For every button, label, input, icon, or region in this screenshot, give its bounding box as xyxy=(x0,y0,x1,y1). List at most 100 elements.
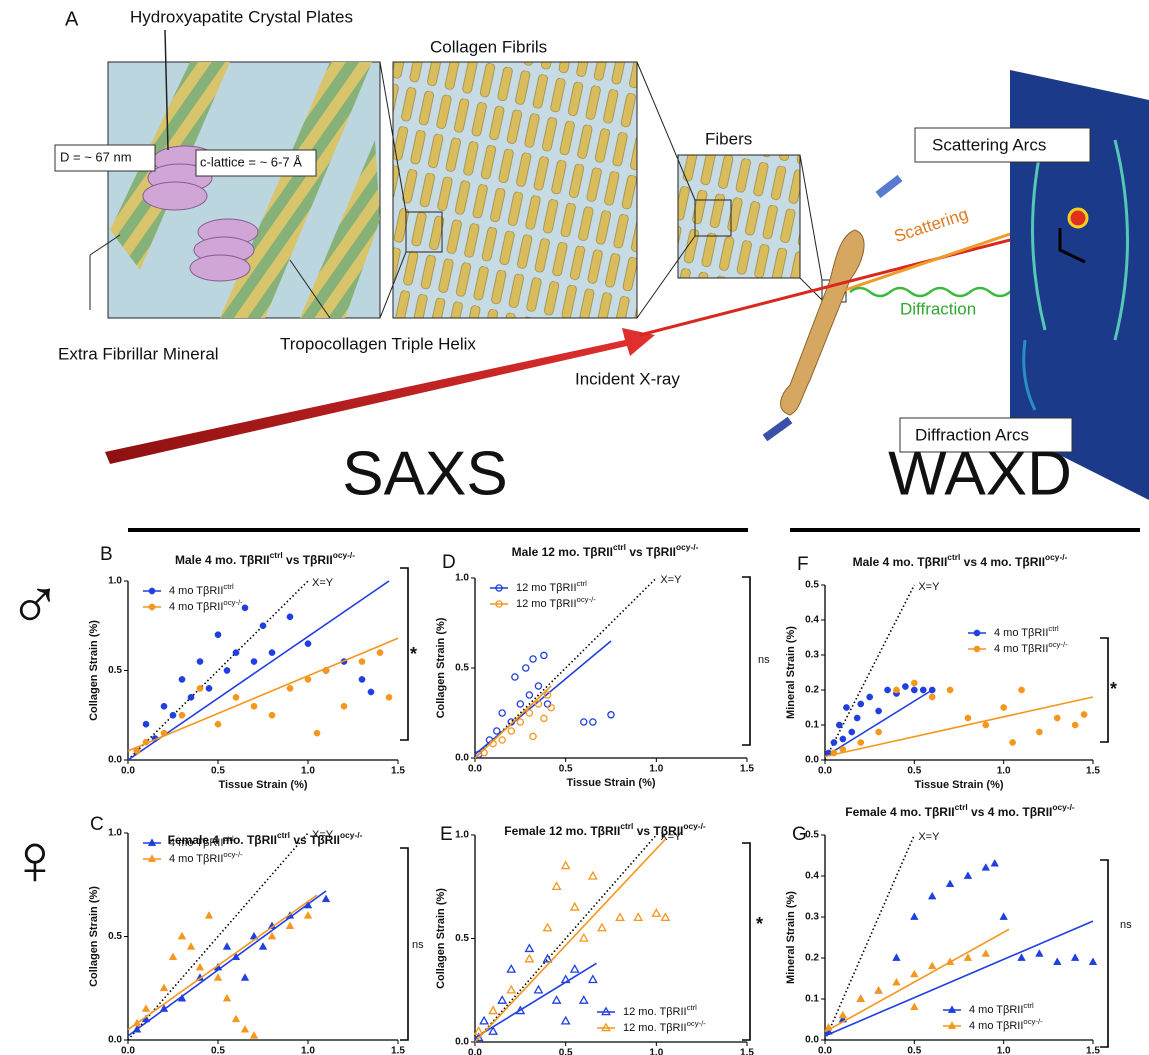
superscript: ocy-/- xyxy=(676,542,699,552)
superscript: ocy-/- xyxy=(333,550,356,560)
x-tick-label: 1.0 xyxy=(997,1046,1011,1055)
x-tick-label: 0.5 xyxy=(907,766,921,777)
section-title: SAXS xyxy=(342,439,507,508)
point xyxy=(1018,687,1024,693)
point xyxy=(499,737,505,743)
x-tick-label: 0.0 xyxy=(468,1048,482,1055)
point xyxy=(241,974,249,981)
text-part: 4 mo TβRII xyxy=(969,1004,1023,1016)
legend-label: 4 mo TβRIIocy-/- xyxy=(169,850,243,865)
point xyxy=(928,962,936,969)
bracket xyxy=(742,843,750,1040)
y-axis-label: Collagen Strain (%) xyxy=(435,617,447,718)
x-tick-label: 1.5 xyxy=(1086,766,1100,777)
point xyxy=(535,683,541,689)
point xyxy=(179,712,185,718)
panel-label: B xyxy=(100,544,113,565)
text-part: 4 mo TβRII xyxy=(994,643,1048,655)
point xyxy=(965,715,971,721)
label: D = ~ 67 nm xyxy=(60,149,132,164)
chart-title: Male 12 mo. TβRIIctrl vs TβRIIocy-/- xyxy=(512,542,699,559)
point xyxy=(517,701,523,707)
text-part: 4 mo TβRII xyxy=(169,601,223,613)
point xyxy=(215,632,221,638)
superscript: ocy-/- xyxy=(340,830,363,840)
point xyxy=(982,864,990,871)
superscript: ocy-/- xyxy=(683,821,706,831)
point xyxy=(1036,729,1042,735)
point xyxy=(548,705,554,711)
chart-title: Male 4 mo. TβRIIctrl vs 4 mo. TβRIIocy-/… xyxy=(853,552,1068,569)
point xyxy=(530,656,536,662)
panel-label: F xyxy=(797,554,809,575)
point xyxy=(287,614,293,620)
chart: F Male 4 mo. TβRIIctrl vs 4 mo. TβRIIocy-… xyxy=(785,552,1117,791)
point xyxy=(359,658,365,664)
x-tick-label: 0.5 xyxy=(211,766,225,777)
point xyxy=(1001,704,1007,710)
inset-fibrils xyxy=(393,62,637,318)
y-axis-label: Collagen Strain (%) xyxy=(88,620,100,721)
label: c-lattice = ~ 6-7 Å xyxy=(200,154,302,169)
point xyxy=(341,703,347,709)
chart: BMale 4 mo. TβRIIctrl vs TβRIIocy-/-0.00… xyxy=(88,544,417,791)
significance: ns xyxy=(412,939,424,951)
point xyxy=(260,623,266,629)
legend-marker xyxy=(148,855,156,862)
x-tick-label: 1.0 xyxy=(301,1046,315,1055)
point xyxy=(893,954,901,961)
point xyxy=(143,721,149,727)
x-tick-label: 1.5 xyxy=(740,1048,754,1055)
y-tick-label: 0.5 xyxy=(455,663,469,674)
point xyxy=(1053,958,1061,965)
y-axis-label: Collagen Strain (%) xyxy=(435,888,447,989)
y-axis-label: Mineral Strain (%) xyxy=(785,891,797,984)
y-tick-label: 0.0 xyxy=(805,755,819,766)
point xyxy=(839,1011,847,1018)
figure: A Hy xyxy=(0,0,1149,1055)
inset-fibers xyxy=(678,155,800,278)
point xyxy=(911,687,917,693)
point xyxy=(581,719,587,725)
point xyxy=(920,687,926,693)
point xyxy=(544,924,552,931)
text-part: 12 mo. TβRII xyxy=(623,1006,687,1018)
y-tick-label: 0.0 xyxy=(805,1035,819,1046)
point xyxy=(562,862,570,869)
label: Scattering xyxy=(892,204,971,246)
significance: * xyxy=(1110,679,1117,699)
identity-label: X=Y xyxy=(312,577,334,589)
point xyxy=(849,729,855,735)
point xyxy=(858,701,864,707)
superscript: ctrl xyxy=(577,579,588,588)
y-tick-label: 0.2 xyxy=(805,953,819,964)
x-tick-label: 0.0 xyxy=(818,766,832,777)
superscript: ctrl xyxy=(223,582,234,591)
point xyxy=(197,685,203,691)
legend-label: 4 mo TβRIIocy-/- xyxy=(969,1017,1043,1032)
text-part: 4 mo TβRII xyxy=(169,585,223,597)
point xyxy=(1010,739,1016,745)
legend-label: 4 mo TβRIIocy-/- xyxy=(994,640,1068,655)
x-tick-label: 1.0 xyxy=(301,766,315,777)
text-part: 12 mo TβRII xyxy=(516,598,577,610)
x-tick-label: 1.0 xyxy=(649,764,663,775)
point xyxy=(377,650,383,656)
point xyxy=(836,722,842,728)
point xyxy=(517,719,523,725)
identity-line xyxy=(825,835,914,1040)
superscript: ctrl xyxy=(1023,1001,1034,1010)
superscript: ctrl xyxy=(620,821,633,831)
point xyxy=(1071,954,1079,961)
legend-marker xyxy=(602,1008,610,1015)
superscript: ocy-/- xyxy=(1023,1017,1043,1026)
y-axis-label: Mineral Strain (%) xyxy=(785,626,797,719)
point xyxy=(608,712,614,718)
x-tick-label: 1.5 xyxy=(740,764,754,775)
fit-line xyxy=(128,638,398,751)
significance: ns xyxy=(758,654,770,666)
point xyxy=(507,986,515,993)
point xyxy=(858,739,864,745)
text-part: 12 mo. TβRII xyxy=(623,1022,687,1034)
